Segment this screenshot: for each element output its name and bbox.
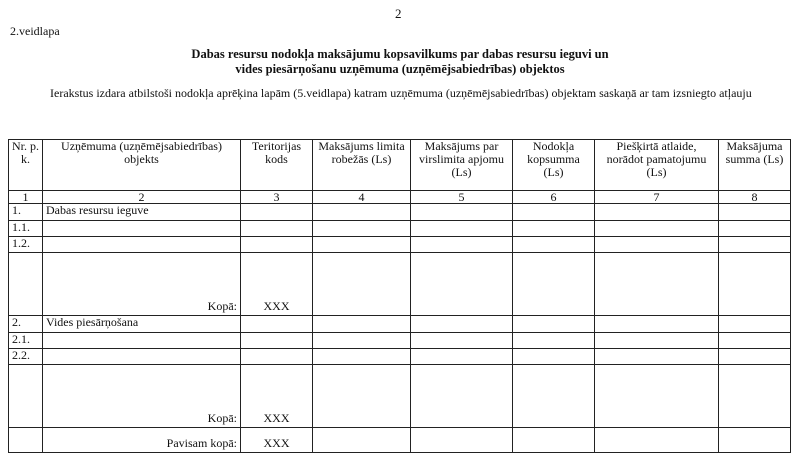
- summary-table: Nr. p. k. Uzņēmuma (uzņēmējsabiedrības) …: [8, 139, 791, 453]
- grand-total-code: XXX: [240, 427, 313, 453]
- column-number: 7: [594, 190, 719, 204]
- table-row: 1.1.: [8, 220, 791, 237]
- column-number-row: 1 2 3 4 5 6 7 8: [8, 190, 791, 204]
- header-cell: Teritorijas kods: [240, 139, 313, 191]
- table-row: 2.2.: [8, 348, 791, 365]
- row-number: 2.: [8, 315, 43, 333]
- grand-total-label: Pavisam kopā:: [42, 427, 241, 453]
- header-row: Nr. p. k. Uzņēmuma (uzņēmējsabiedrības) …: [8, 139, 791, 191]
- column-number: 1: [8, 190, 43, 204]
- column-number: 6: [512, 190, 595, 204]
- header-cell: Maksājums par virslimita apjomu (Ls): [410, 139, 513, 191]
- subtotal-label: Kopā:: [42, 364, 241, 428]
- table-row: 2.1.: [8, 332, 791, 349]
- form-label: 2.veidlapa: [10, 24, 60, 38]
- column-number: 2: [42, 190, 241, 204]
- row-number: 2.1.: [8, 332, 43, 349]
- row-number: 1.2.: [8, 236, 43, 253]
- row-number: 2.2.: [8, 348, 43, 365]
- header-cell: Maksājuma summa (Ls): [718, 139, 791, 191]
- subtotal-code: XXX: [240, 364, 313, 428]
- subtotal-row: Kopā: XXX: [8, 364, 791, 428]
- column-number: 8: [718, 190, 791, 204]
- section-row: 1. Dabas resursu ieguve: [8, 203, 791, 221]
- header-cell: Piešķirtā atlaide, norādot pamatojumu (L…: [594, 139, 719, 191]
- header-cell: Maksājums limita robežās (Ls): [312, 139, 411, 191]
- section-row: 2. Vides piesārņošana: [8, 315, 791, 333]
- table-row: 1.2.: [8, 236, 791, 253]
- title-line-2: vides piesārņošanu uzņēmuma (uzņēmējsabi…: [235, 62, 565, 76]
- page-number: 2: [395, 6, 402, 21]
- grand-total-row: Pavisam kopā: XXX: [8, 427, 791, 453]
- intro-text: Ierakstus izdara atbilstoši nodokļa aprē…: [50, 86, 752, 100]
- row-number: 1.: [8, 203, 43, 221]
- section-name: Vides piesārņošana: [42, 315, 241, 333]
- subtotal-row: Kopā: XXX: [8, 252, 791, 316]
- subtotal-code: XXX: [240, 252, 313, 316]
- header-cell: Nodokļa kopsumma (Ls): [512, 139, 595, 191]
- title-line-1: Dabas resursu nodokļa maksājumu kopsavil…: [191, 47, 609, 61]
- column-number: 4: [312, 190, 411, 204]
- header-cell: Uzņēmuma (uzņēmējsabiedrības) objekts: [42, 139, 241, 191]
- column-number: 5: [410, 190, 513, 204]
- row-number: 1.1.: [8, 220, 43, 237]
- document-title: Dabas resursu nodokļa maksājumu kopsavil…: [0, 47, 800, 77]
- subtotal-label: Kopā:: [42, 252, 241, 316]
- header-cell: Nr. p. k.: [8, 139, 43, 191]
- column-number: 3: [240, 190, 313, 204]
- section-name: Dabas resursu ieguve: [42, 203, 241, 221]
